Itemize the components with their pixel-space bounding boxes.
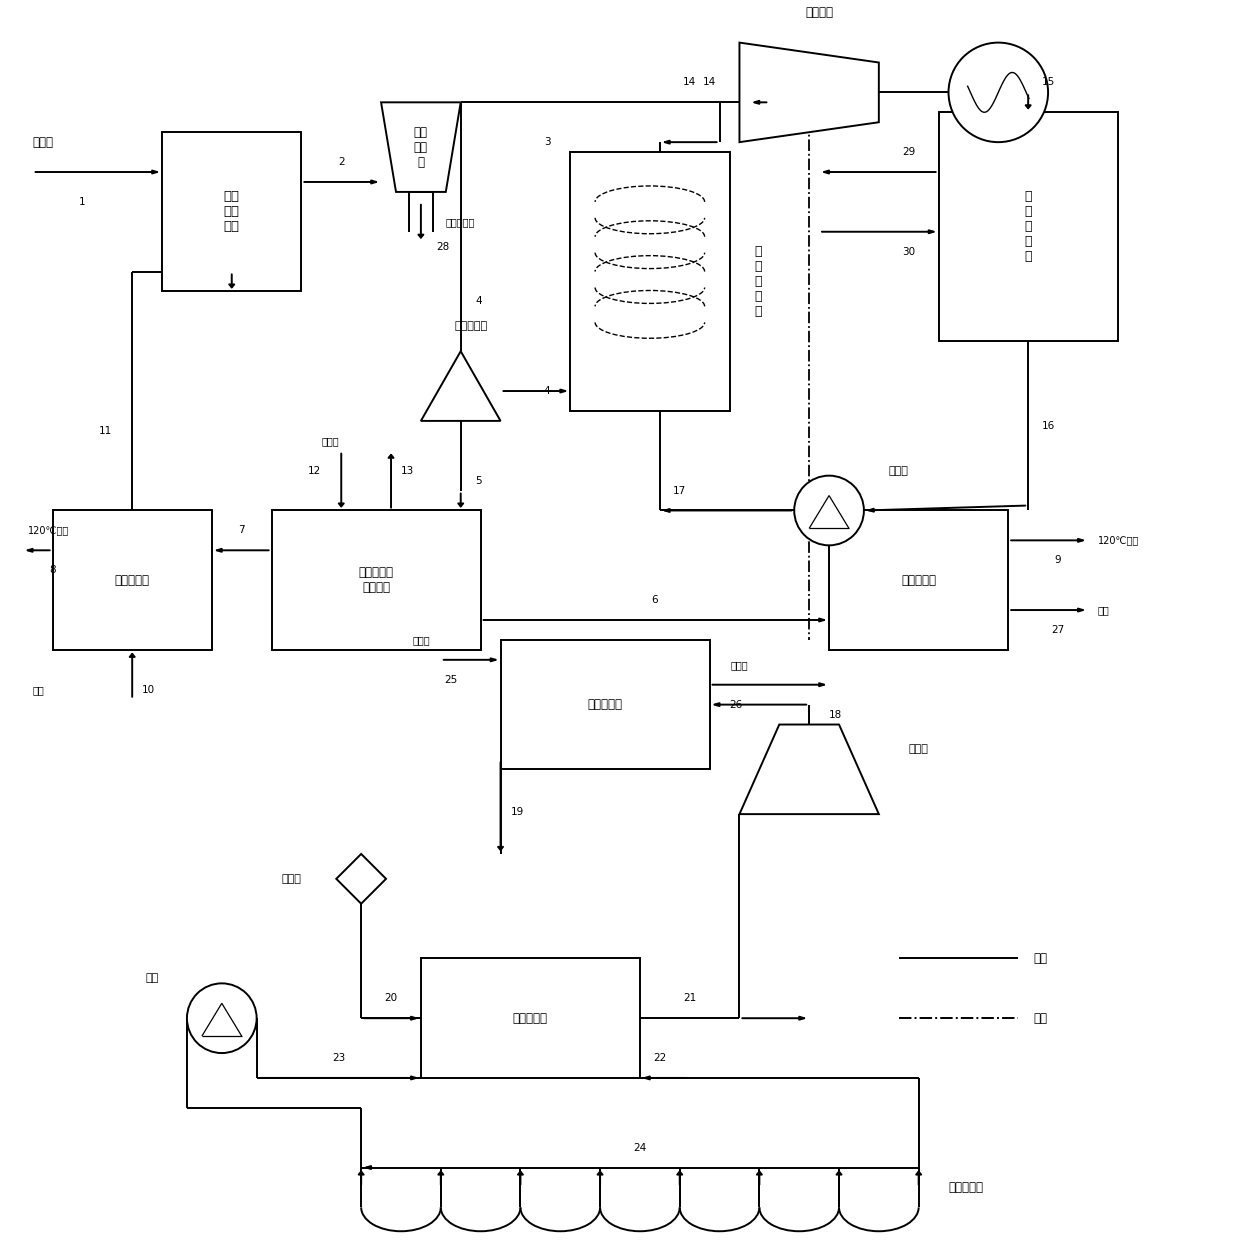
- Text: 11: 11: [99, 425, 113, 435]
- Bar: [272, 511, 481, 650]
- Polygon shape: [420, 351, 501, 420]
- Bar: [939, 113, 1117, 341]
- Text: 灰分、半焦: 灰分、半焦: [446, 217, 475, 227]
- Bar: [570, 153, 729, 410]
- Text: 4: 4: [476, 296, 482, 306]
- Text: 旋风
除尘
器: 旋风 除尘 器: [414, 125, 428, 169]
- Text: 26: 26: [729, 699, 743, 709]
- Polygon shape: [336, 854, 386, 904]
- Circle shape: [794, 476, 864, 546]
- Text: 第二蒸发器: 第二蒸发器: [513, 1012, 548, 1024]
- Text: 12: 12: [308, 466, 321, 476]
- Text: 14: 14: [703, 77, 717, 87]
- Text: 9: 9: [1055, 556, 1061, 565]
- Text: 蒸汽透平: 蒸汽透平: [805, 6, 833, 20]
- Text: 冷冻水: 冷冻水: [321, 435, 339, 446]
- Text: 功流: 功流: [1033, 1012, 1047, 1024]
- Text: 生物
质燃
烧室: 生物 质燃 烧室: [223, 190, 239, 233]
- Text: 25: 25: [444, 675, 458, 684]
- Text: 物流: 物流: [1033, 952, 1047, 965]
- Text: 20: 20: [384, 993, 398, 1003]
- Text: 7: 7: [238, 526, 246, 536]
- Text: 节流阀: 节流阀: [281, 874, 301, 884]
- Bar: [830, 511, 1008, 650]
- Text: 1: 1: [79, 197, 86, 207]
- Text: 22: 22: [653, 1053, 666, 1063]
- Text: 中温水: 中温水: [730, 660, 748, 670]
- Text: 循环泵: 循环泵: [889, 466, 909, 476]
- Text: 10: 10: [143, 684, 155, 694]
- Polygon shape: [739, 42, 879, 143]
- Text: 生物质: 生物质: [32, 135, 53, 149]
- Text: 6: 6: [651, 595, 658, 605]
- Text: 17: 17: [673, 486, 687, 496]
- Text: 21: 21: [683, 993, 697, 1003]
- Polygon shape: [739, 724, 879, 815]
- Text: 地下换热器: 地下换热器: [949, 1180, 983, 1194]
- Text: 8: 8: [50, 565, 56, 575]
- Polygon shape: [381, 103, 461, 192]
- Text: 24: 24: [634, 1142, 646, 1153]
- Text: 空气: 空气: [32, 684, 45, 694]
- Text: 第一换热器: 第一换热器: [901, 574, 936, 587]
- Circle shape: [949, 42, 1048, 143]
- Circle shape: [187, 983, 257, 1053]
- Text: 29: 29: [901, 148, 915, 157]
- Text: 第二换热器: 第二换热器: [114, 574, 150, 587]
- Text: 热水: 热水: [1097, 605, 1110, 615]
- Text: 3: 3: [543, 138, 551, 148]
- Text: 30: 30: [903, 247, 915, 257]
- Text: 压缩机: 压缩机: [909, 744, 929, 754]
- Text: 23: 23: [332, 1053, 346, 1063]
- Text: 120℃烟气: 120℃烟气: [27, 526, 69, 536]
- Text: 16: 16: [1042, 420, 1055, 430]
- Bar: [420, 959, 640, 1078]
- Text: 水泵: 水泵: [145, 973, 159, 983]
- Bar: [501, 640, 709, 769]
- Text: 烟气型溴化
锂制冷机: 烟气型溴化 锂制冷机: [358, 567, 393, 594]
- Text: 烟气分流器: 烟气分流器: [454, 321, 487, 331]
- Text: 第
一
冷
凝
器: 第 一 冷 凝 器: [1024, 190, 1032, 263]
- Text: 常温水: 常温水: [412, 635, 430, 645]
- Text: 15: 15: [1042, 77, 1055, 87]
- Text: 27: 27: [1052, 625, 1065, 635]
- Text: 120℃烟气: 120℃烟气: [1097, 536, 1140, 546]
- Text: 18: 18: [830, 709, 842, 719]
- Text: 19: 19: [511, 807, 523, 817]
- Text: 第
一
蒸
发
器: 第 一 蒸 发 器: [754, 246, 761, 317]
- Bar: [162, 133, 301, 291]
- Text: 5: 5: [476, 476, 482, 486]
- Bar: [52, 511, 212, 650]
- Text: 4: 4: [543, 386, 551, 396]
- Text: 第二冷凝器: 第二冷凝器: [588, 698, 622, 711]
- Text: 13: 13: [401, 466, 414, 476]
- Text: 28: 28: [435, 242, 449, 252]
- Text: 14: 14: [683, 77, 697, 87]
- Text: 2: 2: [339, 157, 345, 167]
